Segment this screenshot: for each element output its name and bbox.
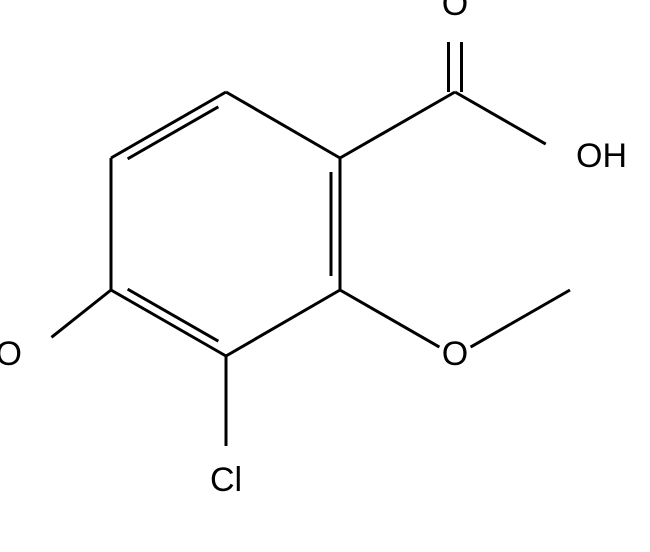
svg-text:OH: OH [576,137,627,175]
svg-text:HO: HO [0,335,22,373]
svg-text:O: O [442,0,468,23]
svg-text:O: O [442,335,468,373]
svg-text:Cl: Cl [210,461,242,499]
molecule-diagram: O OH O Cl HO [0,0,650,552]
